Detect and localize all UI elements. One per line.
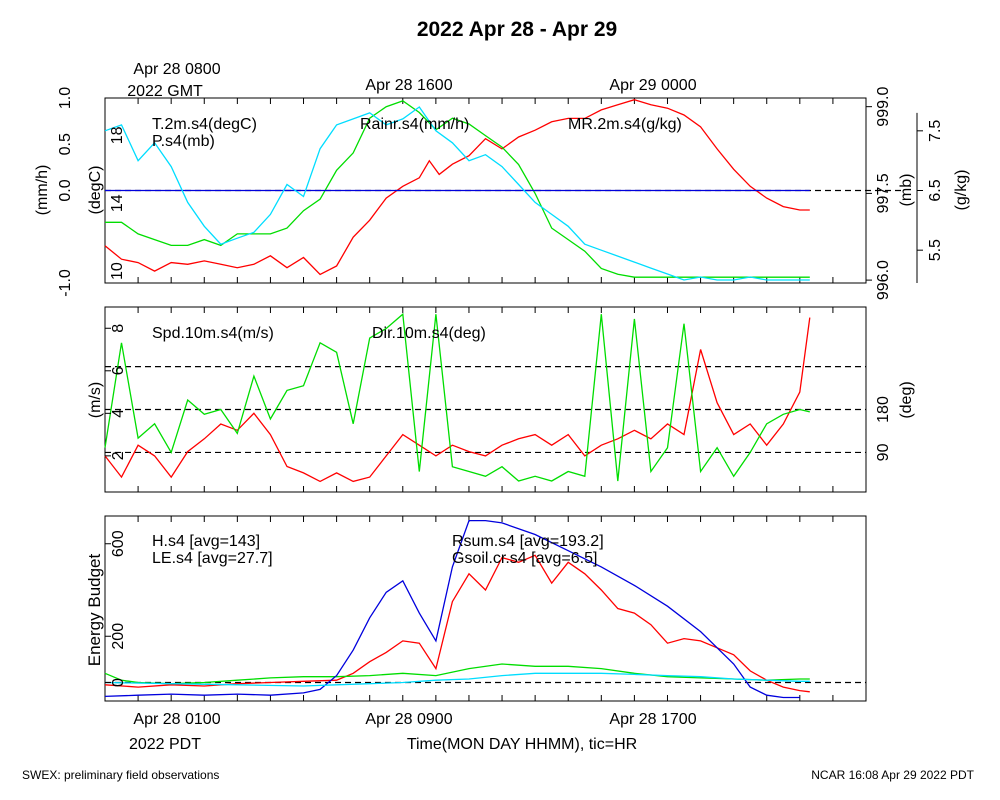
top-axis-start-label-line2: 2022 GMT — [127, 83, 203, 100]
energy-tick-label: 0 — [110, 678, 127, 687]
energy-series-2-line — [104, 519, 800, 699]
energy-tick-label: 600 — [110, 530, 127, 557]
thermo-legend-1: P.s4(mb) — [152, 133, 215, 150]
mr-tick-label: 6.5 — [927, 179, 944, 201]
thermo-legend-3: MR.2m.s4(g/kg) — [568, 116, 682, 133]
temp-axis-label: (degC) — [87, 166, 104, 215]
pres-tick-label: 997.5 — [875, 173, 892, 213]
bottom-axis-label-0900: Apr 28 0900 — [365, 711, 452, 728]
bottom-axis-label-1700: Apr 28 1700 — [609, 711, 696, 728]
temp-tick-label: 10 — [109, 262, 126, 280]
mr-tick-label: 7.5 — [927, 120, 944, 142]
spd-tick-label: 2 — [110, 451, 127, 460]
temp-tick-label: 18 — [109, 126, 126, 144]
thermo-series-3-line — [104, 106, 810, 281]
energy-legend-1: LE.s4 [avg=27.7] — [152, 550, 273, 567]
thermo-series-0-line — [104, 99, 810, 276]
bottom-axis-start-label-line2: 2022 PDT — [129, 736, 201, 753]
rain-axis-label: (mm/h) — [34, 165, 51, 216]
temp-tick-label: 14 — [109, 194, 126, 212]
rain-tick-label: 1.0 — [57, 87, 74, 109]
wind-panel-frame — [104, 306, 867, 493]
energy-series-3-line — [104, 672, 810, 687]
rain-tick-label: 0.0 — [57, 179, 74, 201]
dir-axis-label: (deg) — [898, 381, 915, 418]
wind-legend-0: Spd.10m.s4(m/s) — [152, 325, 274, 342]
chart-title: 2022 Apr 28 - Apr 29 — [417, 18, 617, 41]
pres-tick-label: 999.0 — [875, 87, 892, 127]
top-axis-label-0000: Apr 29 0000 — [609, 77, 696, 94]
energy-series-1-line — [104, 663, 810, 685]
spd-axis-label: (m/s) — [87, 382, 104, 418]
x-axis-title: Time(MON DAY HHMM), tic=HR — [407, 736, 637, 753]
spd-tick-label: 6 — [110, 366, 127, 375]
pres-tick-label: 996.0 — [875, 260, 892, 300]
bottom-axis-start-label-line1: Apr 28 0100 — [133, 711, 220, 728]
pres-axis-label: (mb) — [898, 174, 915, 207]
top-axis-start-label-line1: Apr 28 0800 — [133, 61, 220, 78]
wind-series-0-line — [104, 317, 811, 483]
energy-legend-2: Rsum.s4 [avg=193.2] — [452, 533, 604, 550]
dir-tick-label: 180 — [875, 396, 892, 423]
thermo-legend-2: Rainr.s4(mm/h) — [360, 116, 469, 133]
energy-panel-frame — [104, 515, 867, 702]
top-axis-label-1600: Apr 28 1600 — [365, 77, 452, 94]
footer-left: SWEX: preliminary field observations — [22, 768, 220, 782]
rain-tick-label: -1.0 — [57, 269, 74, 297]
spd-tick-label: 8 — [110, 324, 127, 333]
energy-tick-label: 200 — [110, 623, 127, 650]
dir-tick-label: 90 — [875, 443, 892, 461]
footer-right: NCAR 16:08 Apr 29 2022 PDT — [811, 768, 974, 782]
wind-legend-1: Dir.10m.s4(deg) — [372, 325, 486, 342]
energy-legend-3: Gsoil.cr.s4 [avg=6.5] — [452, 550, 597, 567]
wind-series-1-line — [104, 312, 810, 482]
mr-axis-label: (g/kg) — [953, 170, 970, 211]
panels: -1.0 0.0 0.5 1.0 (mm/h) 10 14 18 (degC) 996.0 997.… — [34, 87, 970, 702]
mr-tick-label: 5.5 — [927, 239, 944, 261]
energy-axis-label: Energy Budget — [85, 553, 104, 666]
rain-tick-label: 0.5 — [57, 133, 74, 155]
energy-legend-0: H.s4 [avg=143] — [152, 533, 260, 550]
thermo-legend-0: T.2m.s4(degC) — [152, 116, 257, 133]
spd-tick-label: 4 — [110, 409, 127, 418]
